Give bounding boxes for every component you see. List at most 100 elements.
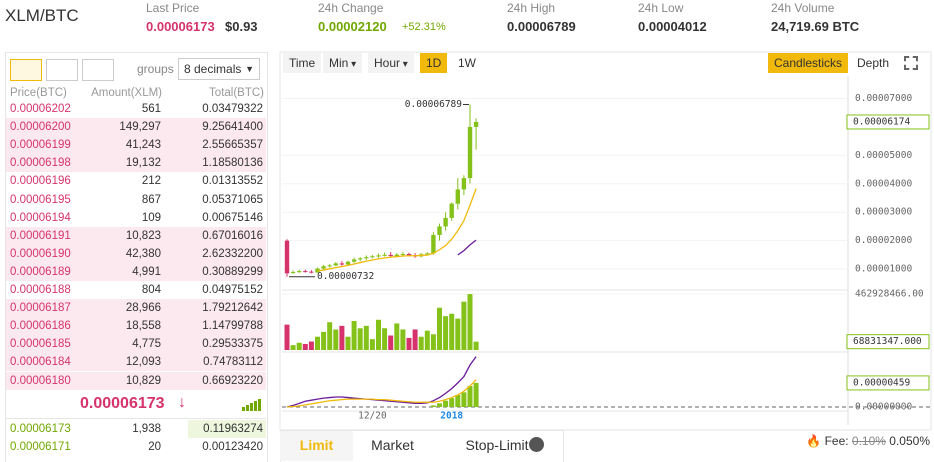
- candle-body: [437, 226, 442, 235]
- last-value-box: [846, 334, 930, 350]
- total: 0.29533375: [202, 338, 263, 351]
- volume-bar: [357, 328, 363, 350]
- order-row: 0.00006184 12,093 0.74783112: [6, 353, 266, 372]
- candle-body: [443, 217, 448, 227]
- candle-body: [345, 261, 351, 265]
- volume-bar: [443, 316, 449, 350]
- candle-body: [351, 259, 357, 262]
- volume-bar: [473, 341, 479, 350]
- x-tick-label: 12/20: [358, 411, 387, 422]
- price: 0.00006195: [10, 193, 71, 206]
- signal-icon: [242, 399, 261, 411]
- candle-body: [425, 253, 430, 255]
- signal-bar: [254, 401, 257, 411]
- candle-body: [284, 240, 290, 274]
- y-tick-label: 0.00002000: [855, 235, 912, 246]
- price: 0.00006188: [10, 284, 71, 296]
- total: 0.00675146: [202, 211, 263, 224]
- fee-old: 0.10%: [851, 434, 886, 448]
- caret: ▾: [400, 59, 408, 70]
- line: [286, 379, 477, 408]
- volume-bar: [430, 334, 436, 350]
- order-row: 0.00006185 4,775 0.29533375: [6, 335, 266, 354]
- price: 0.00006202: [10, 103, 71, 115]
- volume-bar: [345, 336, 351, 350]
- column-header: Total(BTC): [209, 87, 264, 99]
- x-tick-label: 2018: [440, 411, 463, 422]
- histogram-bar: [443, 400, 449, 408]
- interval-button[interactable]: Hour ▾: [368, 53, 414, 73]
- view-both[interactable]: [10, 59, 42, 81]
- order-tab[interactable]: Market: [371, 437, 414, 453]
- price: 0.00006191: [10, 229, 71, 242]
- high-annotation: 0.00006789: [405, 99, 462, 110]
- volume-bar: [321, 331, 327, 350]
- column-header: Price(BTC): [10, 87, 67, 99]
- volume-bar: [333, 329, 339, 350]
- interval: Min: [329, 56, 349, 70]
- histogram-bar: [437, 403, 442, 408]
- histogram-bar: [430, 405, 436, 408]
- fee-icon: 🔥: [806, 434, 822, 448]
- interval: Hour: [374, 56, 401, 70]
- order-row: 0.00006191 10,823 0.67016016: [6, 226, 266, 245]
- candle-body: [290, 271, 296, 273]
- interval: 1D: [426, 56, 442, 70]
- histogram-bar: [449, 398, 455, 408]
- view-button[interactable]: Candlesticks: [768, 53, 849, 73]
- groups-label: groups: [137, 62, 174, 76]
- last-value: 68831347.000: [853, 336, 922, 347]
- price: 0.00006190: [10, 247, 71, 260]
- view-button[interactable]: Depth: [857, 56, 890, 70]
- order-tab[interactable]: Stop-Limit: [465, 437, 529, 453]
- total: 9.25641400: [202, 121, 263, 134]
- view-asks[interactable]: [82, 59, 114, 81]
- volume-bar: [327, 322, 333, 350]
- fullscreen[interactable]: [904, 56, 918, 70]
- volume-bar: [424, 330, 430, 350]
- interval-button[interactable]: Min ▾: [323, 53, 363, 73]
- last-value: 0.00000459: [853, 377, 910, 388]
- amount: 149,297: [119, 121, 161, 134]
- total: 2.62332200: [202, 247, 263, 260]
- price: 0.00006198: [10, 157, 71, 170]
- total: 0.11963274: [203, 423, 263, 435]
- volume-bar: [369, 339, 375, 350]
- price: 0.00006187: [10, 302, 71, 315]
- decimals: 8 decimals: [184, 62, 242, 76]
- histogram-bar: [467, 386, 473, 408]
- volume-bar: [412, 329, 418, 350]
- interval-button[interactable]: Time: [283, 53, 322, 73]
- volume-bar: [418, 336, 424, 350]
- caret: ▼: [245, 64, 254, 74]
- interval-button[interactable]: 1W: [452, 53, 482, 73]
- candle-body: [376, 255, 381, 257]
- fee: 🔥 Fee: 0.10% 0.050%: [806, 434, 930, 448]
- candle-body: [303, 271, 308, 273]
- interval-button[interactable]: 1D: [420, 53, 448, 73]
- amount: 804: [141, 284, 161, 296]
- order-row: 0.00006180 10,829 0.66923220: [6, 371, 266, 390]
- total: 0.74783112: [203, 356, 263, 369]
- total: 0.03479322: [202, 103, 263, 115]
- candle-body: [388, 254, 393, 257]
- order-tab[interactable]: Limit: [280, 431, 353, 461]
- column-header: Amount(XLM): [91, 87, 162, 99]
- total: 1.79212642: [202, 302, 263, 315]
- amount: 41,243: [125, 139, 161, 152]
- order-row: 0.00006194 109 0.00675146: [6, 209, 266, 227]
- stat-value: 0.00002120: [318, 19, 387, 34]
- volume-bar: [455, 318, 461, 350]
- candle-body: [321, 266, 326, 269]
- stat-label: 24h Change: [318, 1, 384, 15]
- stat-label: 24h Low: [638, 1, 684, 15]
- candle-body: [327, 265, 332, 267]
- last-arrow: ↓: [178, 394, 186, 411]
- view-bids[interactable]: [46, 59, 78, 81]
- decimals-select[interactable]: 8 decimals ▼: [178, 58, 260, 80]
- price: 0.00006184: [10, 356, 71, 369]
- order-row: 0.00006202 561 0.03479322: [6, 100, 266, 118]
- price: 0.00006173: [10, 423, 71, 435]
- stat-value: 0.00004012: [638, 19, 707, 34]
